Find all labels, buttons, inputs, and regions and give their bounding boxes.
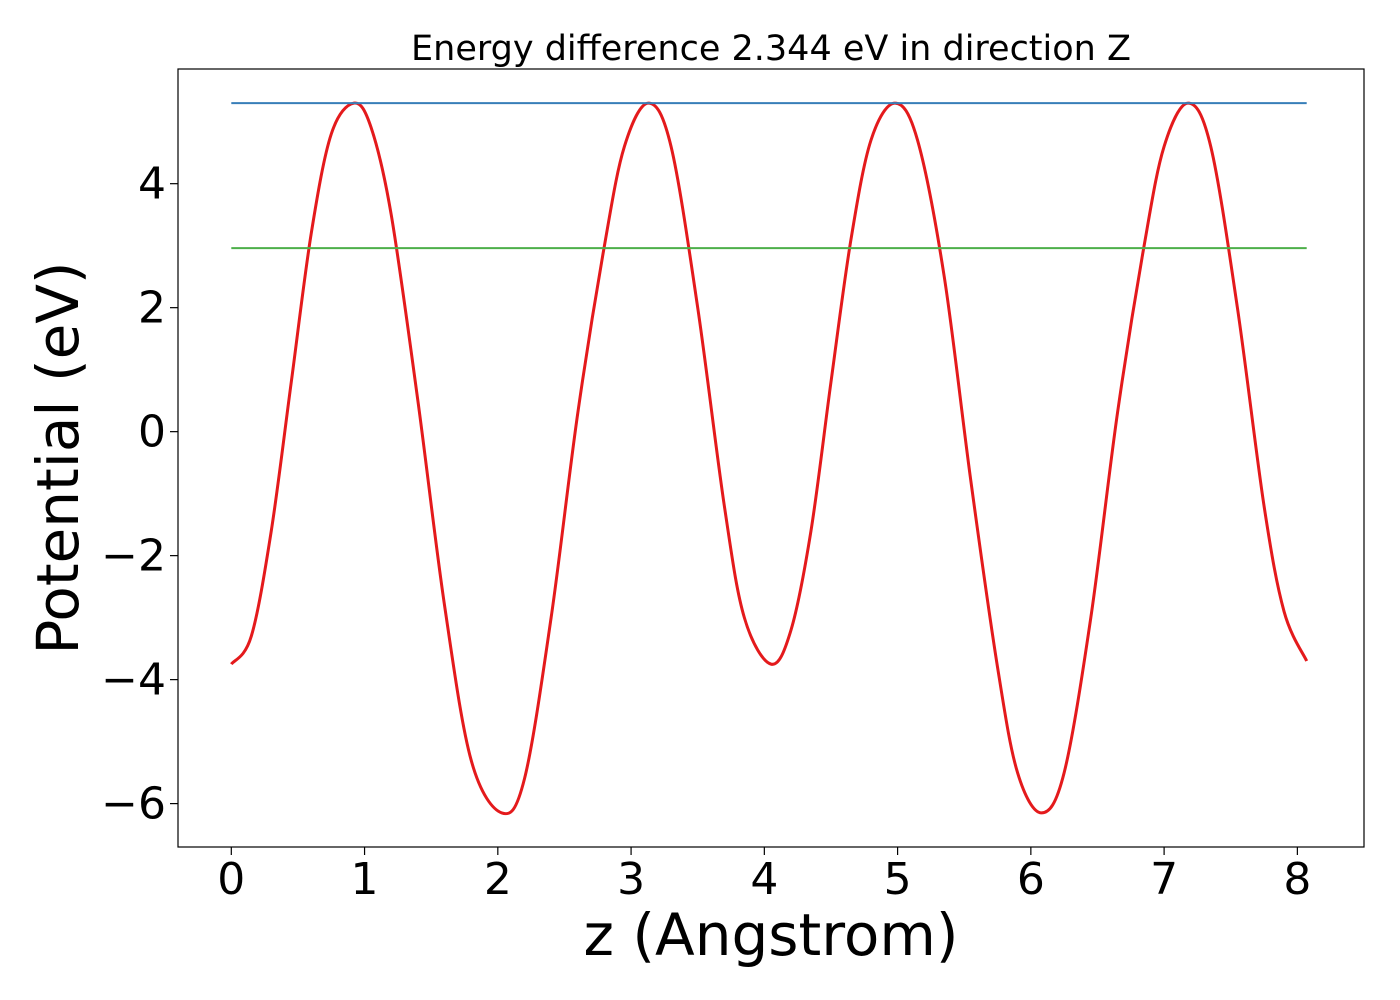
x-tick-label: 3	[617, 854, 645, 905]
x-tick-label: 4	[750, 854, 778, 905]
x-tick-label: 8	[1283, 854, 1311, 905]
y-tick-label: 2	[138, 283, 166, 334]
y-axis-ticks: −6 −4 −2 0 2 4	[101, 159, 178, 830]
x-tick-label: 5	[884, 854, 912, 905]
x-tick-label: 7	[1150, 854, 1178, 905]
y-tick-label: 4	[138, 159, 166, 210]
x-axis-label: z (Angstrom)	[584, 901, 959, 969]
y-tick-label: 0	[138, 407, 166, 458]
x-tick-label: 0	[217, 854, 245, 905]
x-tick-label: 2	[484, 854, 512, 905]
y-tick-label: −6	[101, 779, 166, 830]
chart-title: Energy difference 2.344 eV in direction …	[411, 29, 1131, 69]
x-tick-label: 6	[1017, 854, 1045, 905]
y-tick-label: −4	[101, 655, 166, 706]
x-tick-label: 1	[351, 854, 379, 905]
plot-area-frame	[177, 68, 1365, 848]
x-axis-ticks: 0 1 2 3 4 5 6 7 8	[217, 847, 1311, 905]
y-axis-label: Potential (eV)	[24, 261, 92, 654]
series-layer	[230, 101, 1309, 816]
series-line-0	[230, 101, 1309, 816]
y-tick-label: −2	[101, 531, 166, 582]
